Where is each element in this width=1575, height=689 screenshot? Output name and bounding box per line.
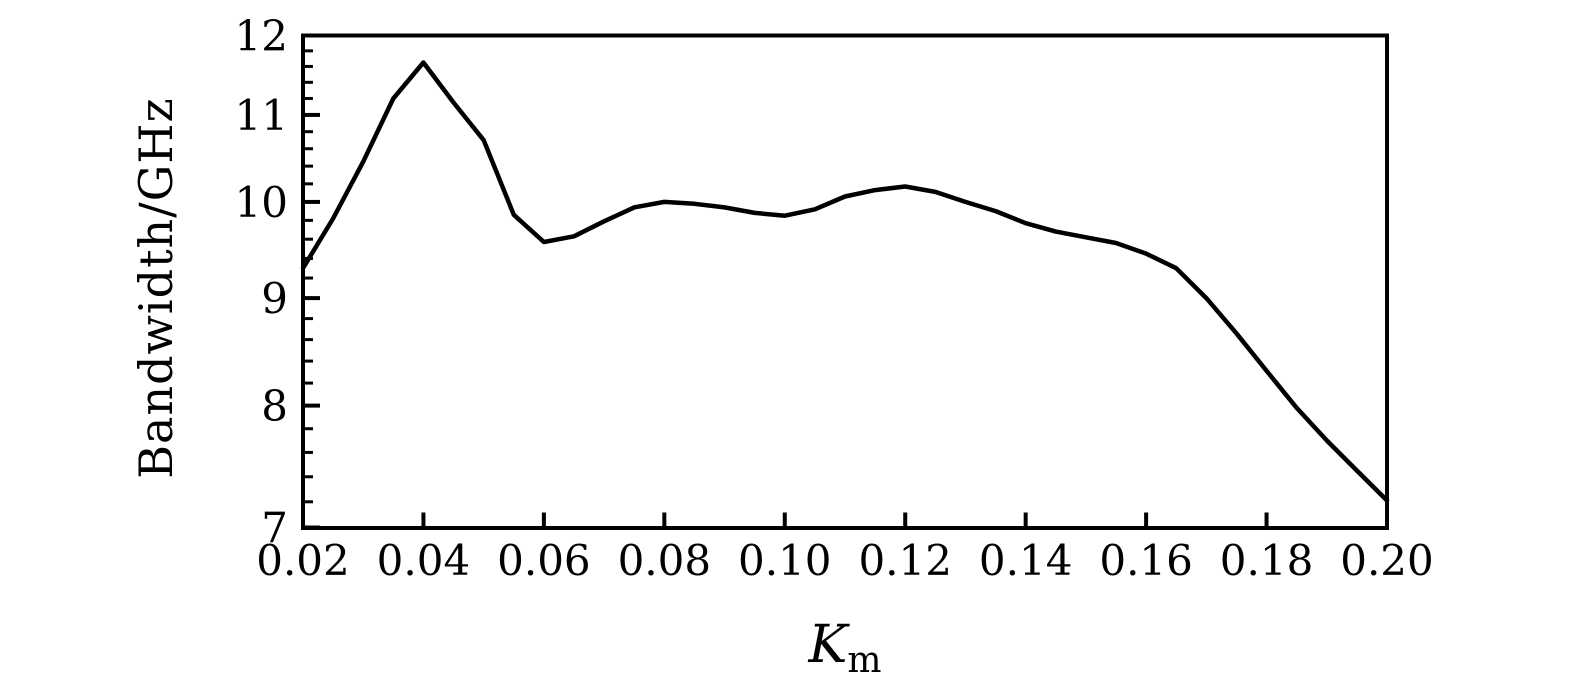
x-tick-label: 0.02 (256, 536, 350, 585)
x-axis-label-main: K (808, 615, 851, 675)
x-tick-label: 0.12 (858, 536, 952, 585)
x-axis-label-subscript: m (847, 640, 881, 681)
x-tick-label: 0.08 (618, 536, 712, 585)
x-tick-label: 0.06 (497, 536, 591, 585)
y-tick-label: 8 (261, 382, 288, 431)
y-tick-label: 12 (235, 12, 288, 61)
x-tick-label: 0.14 (979, 536, 1073, 585)
axis-tick-labels: 0.02 0.04 0.06 0.08 0.10 0.12 0.14 0.16 0.18 0.20… (235, 12, 1434, 586)
x-axis-label: Km (808, 615, 882, 681)
plot-border (301, 33, 1389, 530)
x-tick-label: 0.20 (1340, 536, 1434, 585)
x-tick-label: 0.04 (377, 536, 471, 585)
x-tick-label: 0.18 (1220, 536, 1314, 585)
x-tick-label: 0.16 (1099, 536, 1193, 585)
x-tick-label: 0.10 (738, 536, 832, 585)
y-tick-label: 10 (235, 178, 288, 227)
y-tick-label: 11 (235, 91, 288, 140)
y-axis-label: Bandwidth/GHz (129, 97, 183, 479)
bandwidth-curve (300, 60, 1390, 503)
y-tick-label: 7 (261, 504, 288, 553)
y-tick-label: 9 (261, 274, 288, 323)
axis-ticks (301, 33, 1389, 530)
